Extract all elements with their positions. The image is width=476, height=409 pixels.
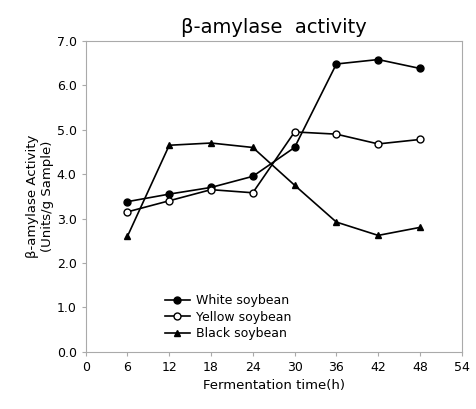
Yellow soybean [417, 137, 423, 142]
Black soybean [250, 145, 256, 150]
Black soybean [375, 233, 381, 238]
White soybean [208, 185, 214, 190]
White soybean [375, 57, 381, 62]
Yellow soybean [250, 190, 256, 195]
Line: Black soybean: Black soybean [124, 139, 424, 240]
Yellow soybean [292, 130, 298, 135]
Black soybean [334, 220, 339, 225]
White soybean [334, 61, 339, 66]
Black soybean [417, 225, 423, 230]
X-axis label: Fermentation time(h): Fermentation time(h) [203, 379, 345, 392]
Black soybean [167, 143, 172, 148]
White soybean [125, 199, 130, 204]
Yellow soybean [375, 142, 381, 146]
Line: White soybean: White soybean [124, 56, 424, 205]
Yellow soybean [125, 209, 130, 214]
Black soybean [125, 234, 130, 239]
Black soybean [292, 183, 298, 188]
Yellow soybean [167, 198, 172, 203]
Title: β-amylase  activity: β-amylase activity [181, 18, 367, 36]
White soybean [417, 66, 423, 71]
Yellow soybean [334, 132, 339, 137]
White soybean [167, 192, 172, 197]
Line: Yellow soybean: Yellow soybean [124, 128, 424, 215]
Y-axis label: β-amylase Activity
(Units/g Sample): β-amylase Activity (Units/g Sample) [26, 135, 54, 258]
Legend: White soybean, Yellow soybean, Black soybean: White soybean, Yellow soybean, Black soy… [159, 289, 296, 346]
Yellow soybean [208, 187, 214, 192]
Black soybean [208, 141, 214, 146]
White soybean [292, 145, 298, 150]
White soybean [250, 174, 256, 179]
